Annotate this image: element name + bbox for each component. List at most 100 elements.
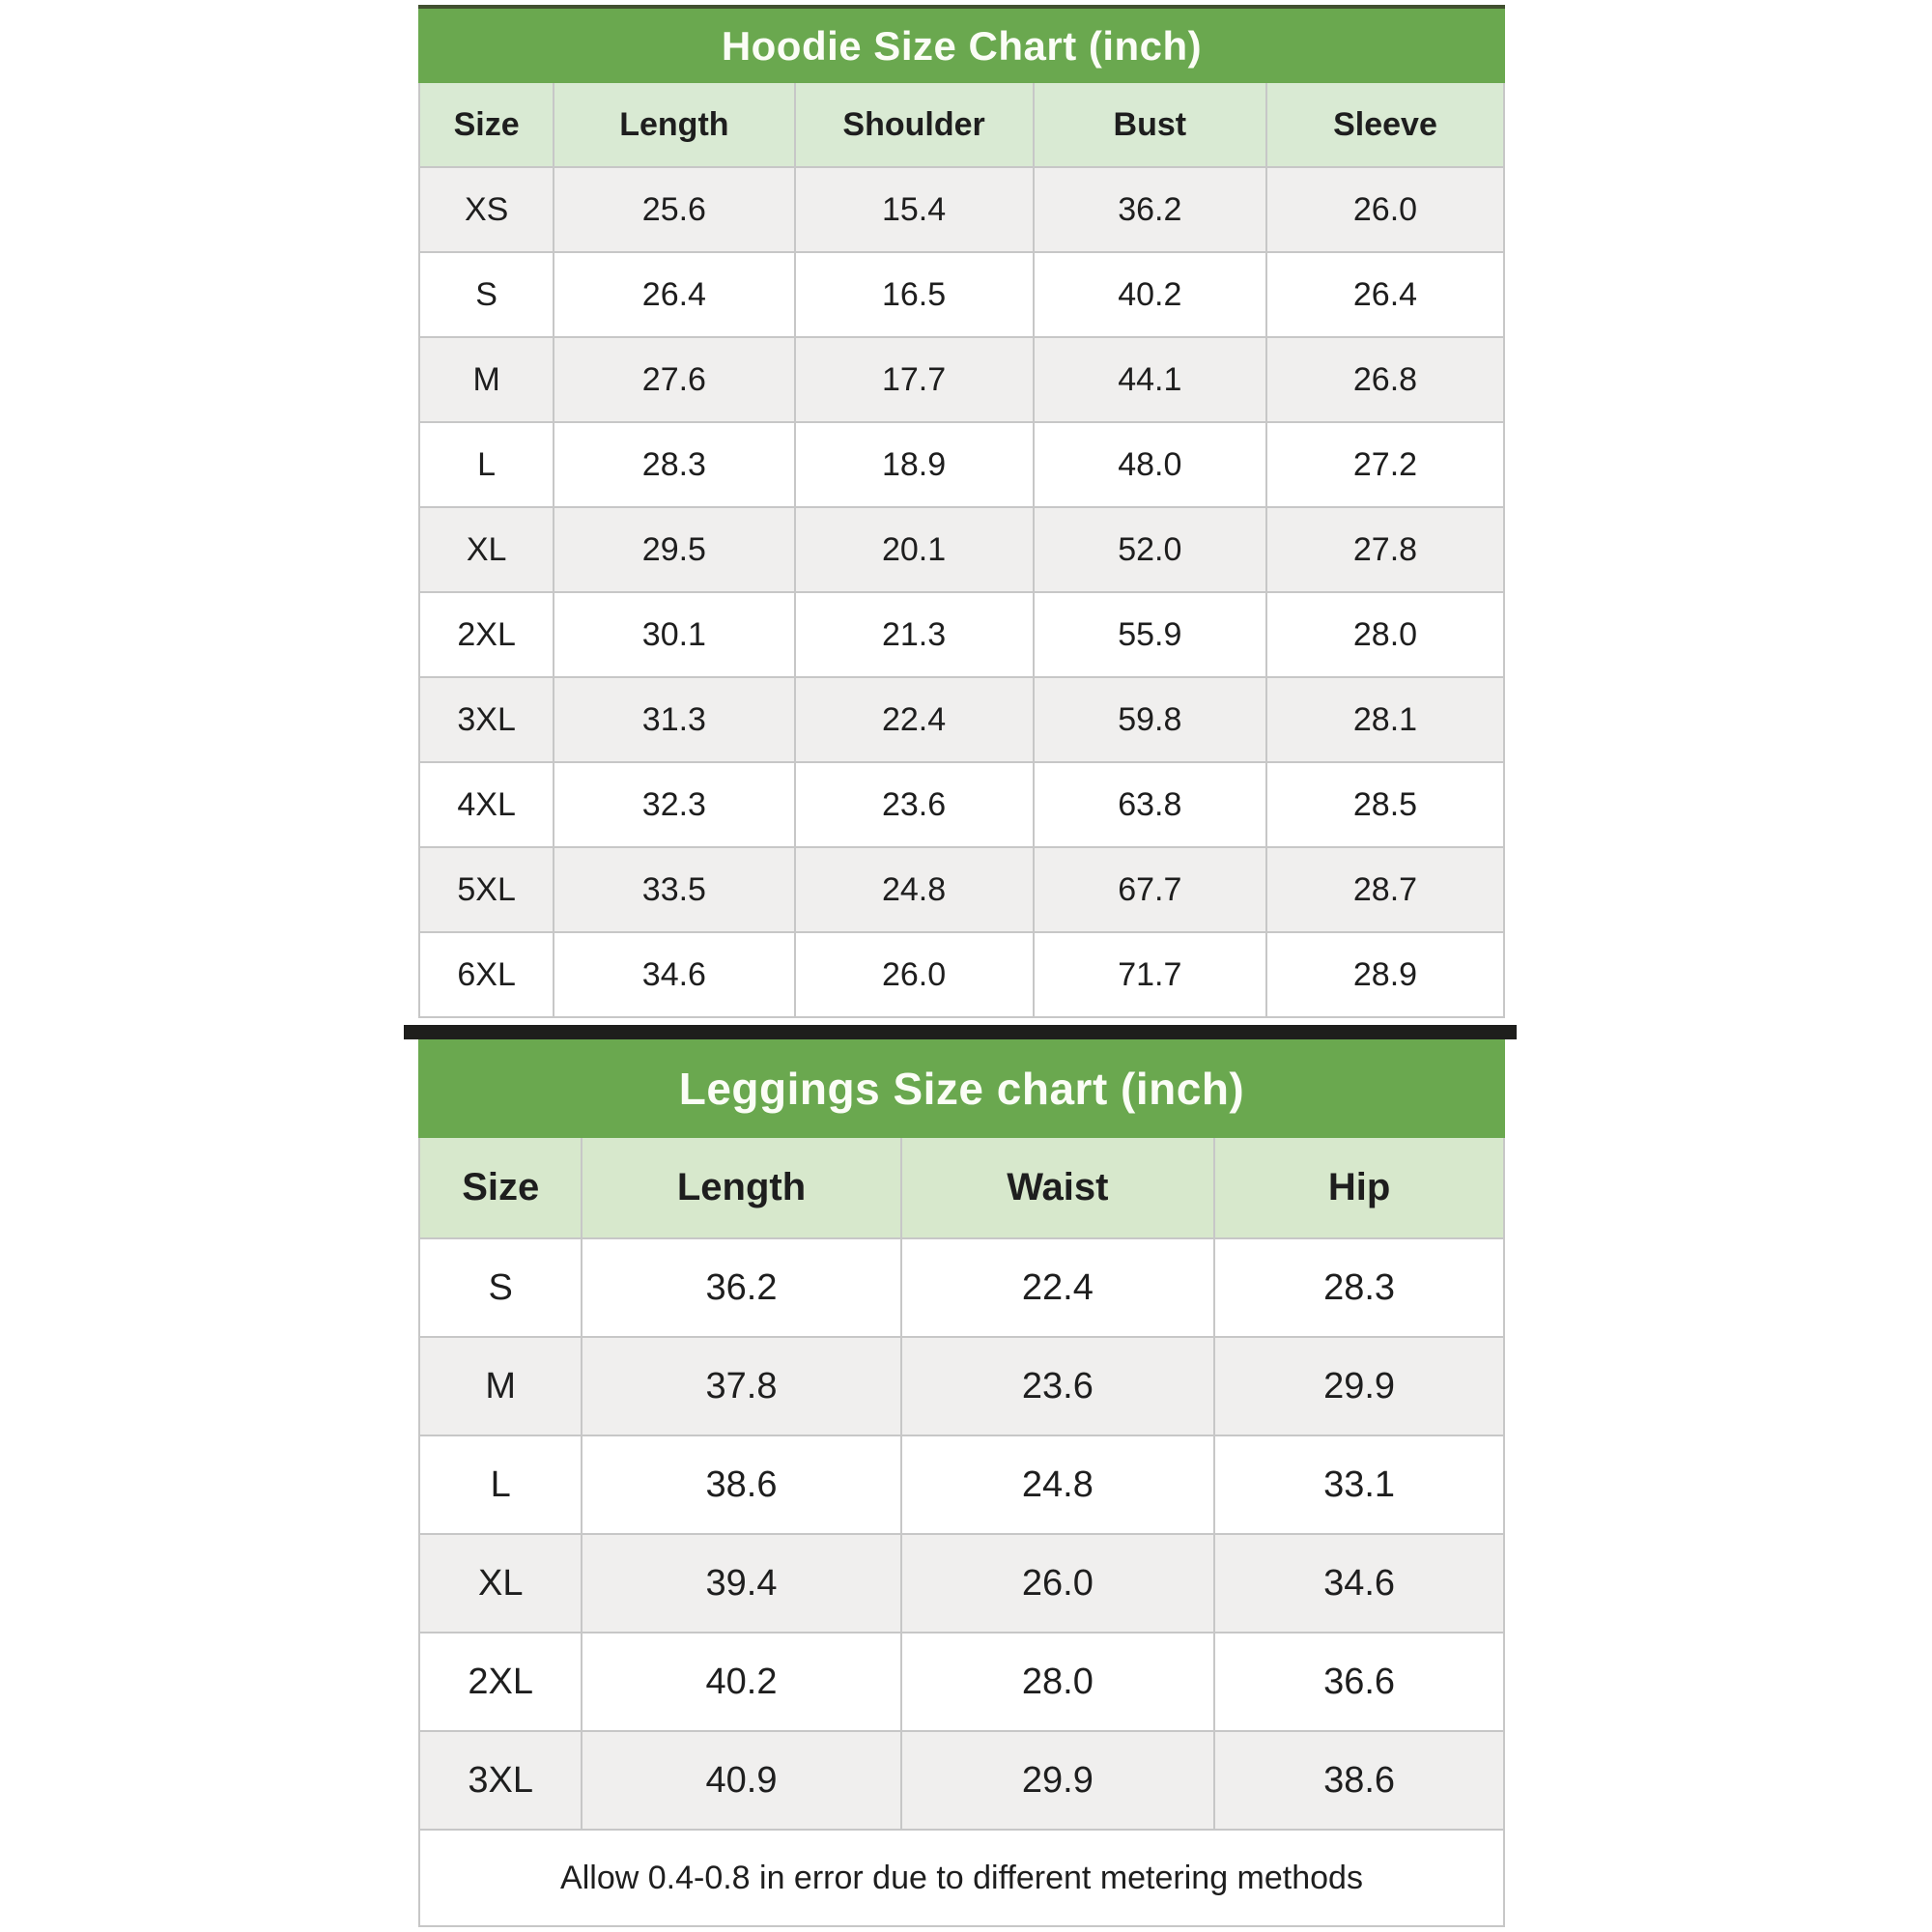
hoodie-col-header-sleeve: Sleeve <box>1267 83 1505 168</box>
value-cell: 44.1 <box>1034 338 1268 423</box>
hoodie-col-header-shoulder: Shoulder <box>795 83 1035 168</box>
value-cell: 36.2 <box>1034 168 1268 253</box>
size-cell: XL <box>420 1535 583 1634</box>
value-cell: 28.0 <box>901 1634 1216 1732</box>
value-cell: 63.8 <box>1034 763 1268 848</box>
leggings-row-m: M 37.8 23.6 29.9 <box>420 1338 1505 1436</box>
value-cell: 18.9 <box>795 423 1035 508</box>
leggings-col-header-size: Size <box>420 1138 583 1239</box>
leggings-row-l: L 38.6 24.8 33.1 <box>420 1436 1505 1535</box>
hoodie-row-s: S 26.4 16.5 40.2 26.4 <box>420 253 1505 338</box>
size-cell: 3XL <box>420 1732 583 1831</box>
size-cell: S <box>420 1239 583 1338</box>
hoodie-col-header-length: Length <box>554 83 796 168</box>
value-cell: 29.9 <box>1215 1338 1505 1436</box>
leggings-header-row: Size Length Waist Hip <box>420 1138 1505 1239</box>
value-cell: 26.0 <box>901 1535 1216 1634</box>
hoodie-col-header-bust: Bust <box>1034 83 1268 168</box>
size-cell: 3XL <box>420 678 555 763</box>
value-cell: 26.8 <box>1267 338 1505 423</box>
value-cell: 28.3 <box>554 423 796 508</box>
size-cell: L <box>420 1436 583 1535</box>
leggings-row-s: S 36.2 22.4 28.3 <box>420 1239 1505 1338</box>
value-cell: 71.7 <box>1034 933 1268 1018</box>
value-cell: 38.6 <box>582 1436 902 1535</box>
value-cell: 52.0 <box>1034 508 1268 593</box>
value-cell: 27.8 <box>1267 508 1505 593</box>
value-cell: 24.8 <box>795 848 1035 933</box>
value-cell: 28.9 <box>1267 933 1505 1018</box>
leggings-row-3xl: 3XL 40.9 29.9 38.6 <box>420 1732 1505 1831</box>
value-cell: 38.6 <box>1215 1732 1505 1831</box>
hoodie-row-l: L 28.3 18.9 48.0 27.2 <box>420 423 1505 508</box>
value-cell: 37.8 <box>582 1338 902 1436</box>
hoodie-row-2xl: 2XL 30.1 21.3 55.9 28.0 <box>420 593 1505 678</box>
size-cell: 5XL <box>420 848 555 933</box>
value-cell: 28.3 <box>1215 1239 1505 1338</box>
value-cell: 16.5 <box>795 253 1035 338</box>
value-cell: 26.0 <box>1267 168 1505 253</box>
hoodie-row-4xl: 4XL 32.3 23.6 63.8 28.5 <box>420 763 1505 848</box>
value-cell: 36.6 <box>1215 1634 1505 1732</box>
size-cell: L <box>420 423 555 508</box>
value-cell: 33.5 <box>554 848 796 933</box>
leggings-size-table: Leggings Size chart (inch) Size Length W… <box>418 1039 1505 1927</box>
value-cell: 20.1 <box>795 508 1035 593</box>
value-cell: 23.6 <box>795 763 1035 848</box>
hoodie-table-title: Hoodie Size Chart (inch) <box>418 5 1505 83</box>
value-cell: 29.5 <box>554 508 796 593</box>
hoodie-row-6xl: 6XL 34.6 26.0 71.7 28.9 <box>420 933 1505 1018</box>
value-cell: 22.4 <box>795 678 1035 763</box>
hoodie-row-xs: XS 25.6 15.4 36.2 26.0 <box>420 168 1505 253</box>
value-cell: 28.0 <box>1267 593 1505 678</box>
value-cell: 30.1 <box>554 593 796 678</box>
value-cell: 26.4 <box>1267 253 1505 338</box>
leggings-row-xl: XL 39.4 26.0 34.6 <box>420 1535 1505 1634</box>
value-cell: 39.4 <box>582 1535 902 1634</box>
size-cell: 6XL <box>420 933 555 1018</box>
leggings-row-2xl: 2XL 40.2 28.0 36.6 <box>420 1634 1505 1732</box>
size-cell: M <box>420 1338 583 1436</box>
leggings-col-header-waist: Waist <box>901 1138 1216 1239</box>
value-cell: 27.2 <box>1267 423 1505 508</box>
value-cell: 26.0 <box>795 933 1035 1018</box>
value-cell: 28.7 <box>1267 848 1505 933</box>
leggings-table-title: Leggings Size chart (inch) <box>418 1039 1505 1138</box>
size-cell: 4XL <box>420 763 555 848</box>
hoodie-row-xl: XL 29.5 20.1 52.0 27.8 <box>420 508 1505 593</box>
size-cell: XS <box>420 168 555 253</box>
value-cell: 28.5 <box>1267 763 1505 848</box>
value-cell: 24.8 <box>901 1436 1216 1535</box>
hoodie-row-5xl: 5XL 33.5 24.8 67.7 28.7 <box>420 848 1505 933</box>
value-cell: 23.6 <box>901 1338 1216 1436</box>
value-cell: 29.9 <box>901 1732 1216 1831</box>
value-cell: 26.4 <box>554 253 796 338</box>
hoodie-header-row: Size Length Shoulder Bust Sleeve <box>420 83 1505 168</box>
size-cell: 2XL <box>420 593 555 678</box>
value-cell: 67.7 <box>1034 848 1268 933</box>
hoodie-row-3xl: 3XL 31.3 22.4 59.8 28.1 <box>420 678 1505 763</box>
value-cell: 33.1 <box>1215 1436 1505 1535</box>
hoodie-col-header-size: Size <box>420 83 555 168</box>
hoodie-size-table: Hoodie Size Chart (inch) Size Length Sho… <box>418 5 1505 1018</box>
value-cell: 48.0 <box>1034 423 1268 508</box>
size-cell: M <box>420 338 555 423</box>
value-cell: 31.3 <box>554 678 796 763</box>
value-cell: 55.9 <box>1034 593 1268 678</box>
size-cell: 2XL <box>420 1634 583 1732</box>
leggings-col-header-length: Length <box>582 1138 902 1239</box>
value-cell: 34.6 <box>1215 1535 1505 1634</box>
hoodie-table-body: Size Length Shoulder Bust Sleeve XS 25.6… <box>418 83 1505 1018</box>
value-cell: 28.1 <box>1267 678 1505 763</box>
value-cell: 21.3 <box>795 593 1035 678</box>
value-cell: 34.6 <box>554 933 796 1018</box>
value-cell: 15.4 <box>795 168 1035 253</box>
value-cell: 32.3 <box>554 763 796 848</box>
value-cell: 22.4 <box>901 1239 1216 1338</box>
value-cell: 40.2 <box>1034 253 1268 338</box>
hoodie-row-m: M 27.6 17.7 44.1 26.8 <box>420 338 1505 423</box>
footer-note: Allow 0.4-0.8 in error due to different … <box>418 1831 1505 1927</box>
value-cell: 17.7 <box>795 338 1035 423</box>
leggings-col-header-hip: Hip <box>1215 1138 1505 1239</box>
